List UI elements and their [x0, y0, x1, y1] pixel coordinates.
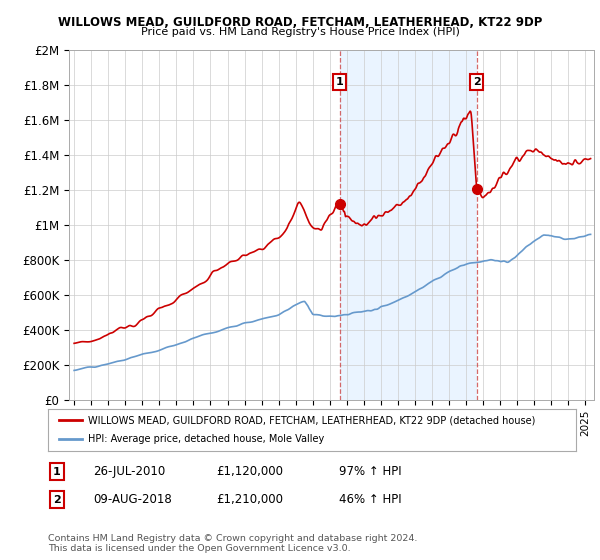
Text: WILLOWS MEAD, GUILDFORD ROAD, FETCHAM, LEATHERHEAD, KT22 9DP: WILLOWS MEAD, GUILDFORD ROAD, FETCHAM, L… — [58, 16, 542, 29]
Text: 2: 2 — [53, 494, 61, 505]
Text: WILLOWS MEAD, GUILDFORD ROAD, FETCHAM, LEATHERHEAD, KT22 9DP (detached house): WILLOWS MEAD, GUILDFORD ROAD, FETCHAM, L… — [88, 415, 535, 425]
Text: Price paid vs. HM Land Registry's House Price Index (HPI): Price paid vs. HM Land Registry's House … — [140, 27, 460, 37]
Text: £1,210,000: £1,210,000 — [216, 493, 283, 506]
Bar — [340, 50, 476, 400]
Text: 46% ↑ HPI: 46% ↑ HPI — [339, 493, 401, 506]
Text: 97% ↑ HPI: 97% ↑ HPI — [339, 465, 401, 478]
Text: HPI: Average price, detached house, Mole Valley: HPI: Average price, detached house, Mole… — [88, 435, 324, 445]
Text: 1: 1 — [53, 466, 61, 477]
Text: 2: 2 — [473, 77, 481, 87]
Text: 26-JUL-2010: 26-JUL-2010 — [93, 465, 165, 478]
Text: 1: 1 — [335, 77, 343, 87]
Text: Contains HM Land Registry data © Crown copyright and database right 2024.
This d: Contains HM Land Registry data © Crown c… — [48, 534, 418, 553]
Text: £1,120,000: £1,120,000 — [216, 465, 283, 478]
Text: 09-AUG-2018: 09-AUG-2018 — [93, 493, 172, 506]
